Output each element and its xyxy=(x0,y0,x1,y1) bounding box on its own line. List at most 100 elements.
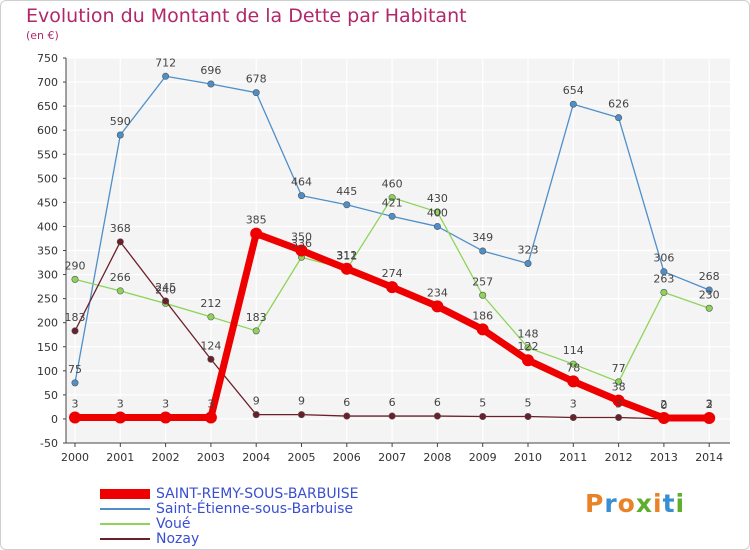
data-point xyxy=(522,354,534,367)
data-label: 626 xyxy=(608,98,629,111)
data-label: 3 xyxy=(570,397,577,410)
data-label: 122 xyxy=(518,340,539,353)
x-tick-label: 2006 xyxy=(333,451,361,464)
data-label: 3 xyxy=(615,397,622,410)
data-label: 183 xyxy=(65,311,86,324)
x-tick-label: 2004 xyxy=(242,451,270,464)
data-point xyxy=(479,413,487,421)
data-label: 712 xyxy=(155,56,176,69)
data-label: 3 xyxy=(117,397,124,410)
data-point xyxy=(204,411,217,424)
y-tick-label: 600 xyxy=(37,124,58,137)
x-tick-label: 2010 xyxy=(514,451,542,464)
data-point xyxy=(476,323,489,336)
data-label: 350 xyxy=(291,231,312,244)
data-label: 5 xyxy=(525,397,532,410)
data-point xyxy=(660,268,668,276)
data-point xyxy=(660,288,668,296)
data-label: 9 xyxy=(253,395,260,408)
data-point xyxy=(71,327,79,335)
data-point xyxy=(207,313,215,321)
x-tick-label: 2000 xyxy=(61,451,89,464)
legend-swatch xyxy=(100,523,150,525)
data-point xyxy=(252,327,260,335)
data-point xyxy=(252,89,260,97)
data-point xyxy=(612,394,625,407)
data-point xyxy=(162,72,170,80)
data-point xyxy=(479,247,487,255)
legend-swatch xyxy=(100,508,150,510)
data-label: 245 xyxy=(155,281,176,294)
legend-item: SAINT-REMY-SOUS-BARBUISE xyxy=(100,486,500,502)
x-tick-label: 2014 xyxy=(695,451,723,464)
data-point xyxy=(386,281,399,294)
data-label: 230 xyxy=(699,288,720,301)
data-point xyxy=(207,355,215,363)
data-label: 114 xyxy=(563,344,584,357)
legend-item: Nozay xyxy=(100,531,500,547)
y-tick-label: 100 xyxy=(37,365,58,378)
data-label: 3 xyxy=(72,397,79,410)
data-label: 240 xyxy=(155,283,176,296)
data-label: 6 xyxy=(343,396,350,409)
data-point xyxy=(71,379,79,387)
legend-label: Voué xyxy=(156,516,191,532)
data-point xyxy=(657,411,670,424)
data-label: 445 xyxy=(336,185,357,198)
data-point xyxy=(295,244,308,257)
y-tick-label: 250 xyxy=(37,293,58,306)
x-tick-label: 2013 xyxy=(650,451,678,464)
data-label: 312 xyxy=(336,249,357,262)
legend-label: SAINT-REMY-SOUS-BARBUISE xyxy=(156,486,359,502)
data-point xyxy=(433,208,441,216)
data-point xyxy=(297,192,305,200)
data-label: 385 xyxy=(246,214,267,227)
data-label: 0 xyxy=(660,399,667,412)
y-tick-label: 50 xyxy=(44,389,58,402)
x-tick-label: 2009 xyxy=(469,451,497,464)
data-point xyxy=(162,297,170,305)
data-label: 257 xyxy=(472,275,493,288)
y-tick-label: 400 xyxy=(37,220,58,233)
data-point xyxy=(705,304,713,312)
data-point xyxy=(250,227,263,240)
data-point xyxy=(252,411,260,419)
data-point xyxy=(615,378,623,386)
data-point xyxy=(343,201,351,209)
y-tick-label: 150 xyxy=(37,341,58,354)
data-label: 212 xyxy=(200,297,221,310)
data-label: 323 xyxy=(518,243,539,256)
data-point xyxy=(297,411,305,419)
chart-subtitle: (en €) xyxy=(26,29,59,42)
data-label: 6 xyxy=(389,396,396,409)
data-label: 421 xyxy=(382,196,403,209)
data-point xyxy=(479,291,487,299)
data-point xyxy=(431,300,444,313)
data-label: 274 xyxy=(382,267,403,280)
data-label: 368 xyxy=(110,222,131,235)
data-point xyxy=(524,344,532,352)
data-label: 696 xyxy=(200,64,221,77)
data-label: 464 xyxy=(291,176,312,189)
data-point xyxy=(388,212,396,220)
data-label: 9 xyxy=(298,395,305,408)
data-point xyxy=(114,411,127,424)
x-tick-label: 2008 xyxy=(423,451,451,464)
data-label: 268 xyxy=(699,270,720,283)
data-point xyxy=(207,80,215,88)
data-label: 78 xyxy=(566,361,580,374)
data-point xyxy=(567,375,580,388)
data-label: 234 xyxy=(427,286,448,299)
legend-swatch xyxy=(100,489,150,499)
data-point xyxy=(388,412,396,420)
data-label: 38 xyxy=(612,381,626,394)
data-point xyxy=(524,259,532,267)
data-label: 2 xyxy=(660,398,667,411)
y-tick-label: 450 xyxy=(37,196,58,209)
x-tick-label: 2001 xyxy=(106,451,134,464)
data-point xyxy=(569,100,577,108)
y-tick-label: 650 xyxy=(37,100,58,113)
data-point xyxy=(388,194,396,202)
data-point xyxy=(615,114,623,122)
